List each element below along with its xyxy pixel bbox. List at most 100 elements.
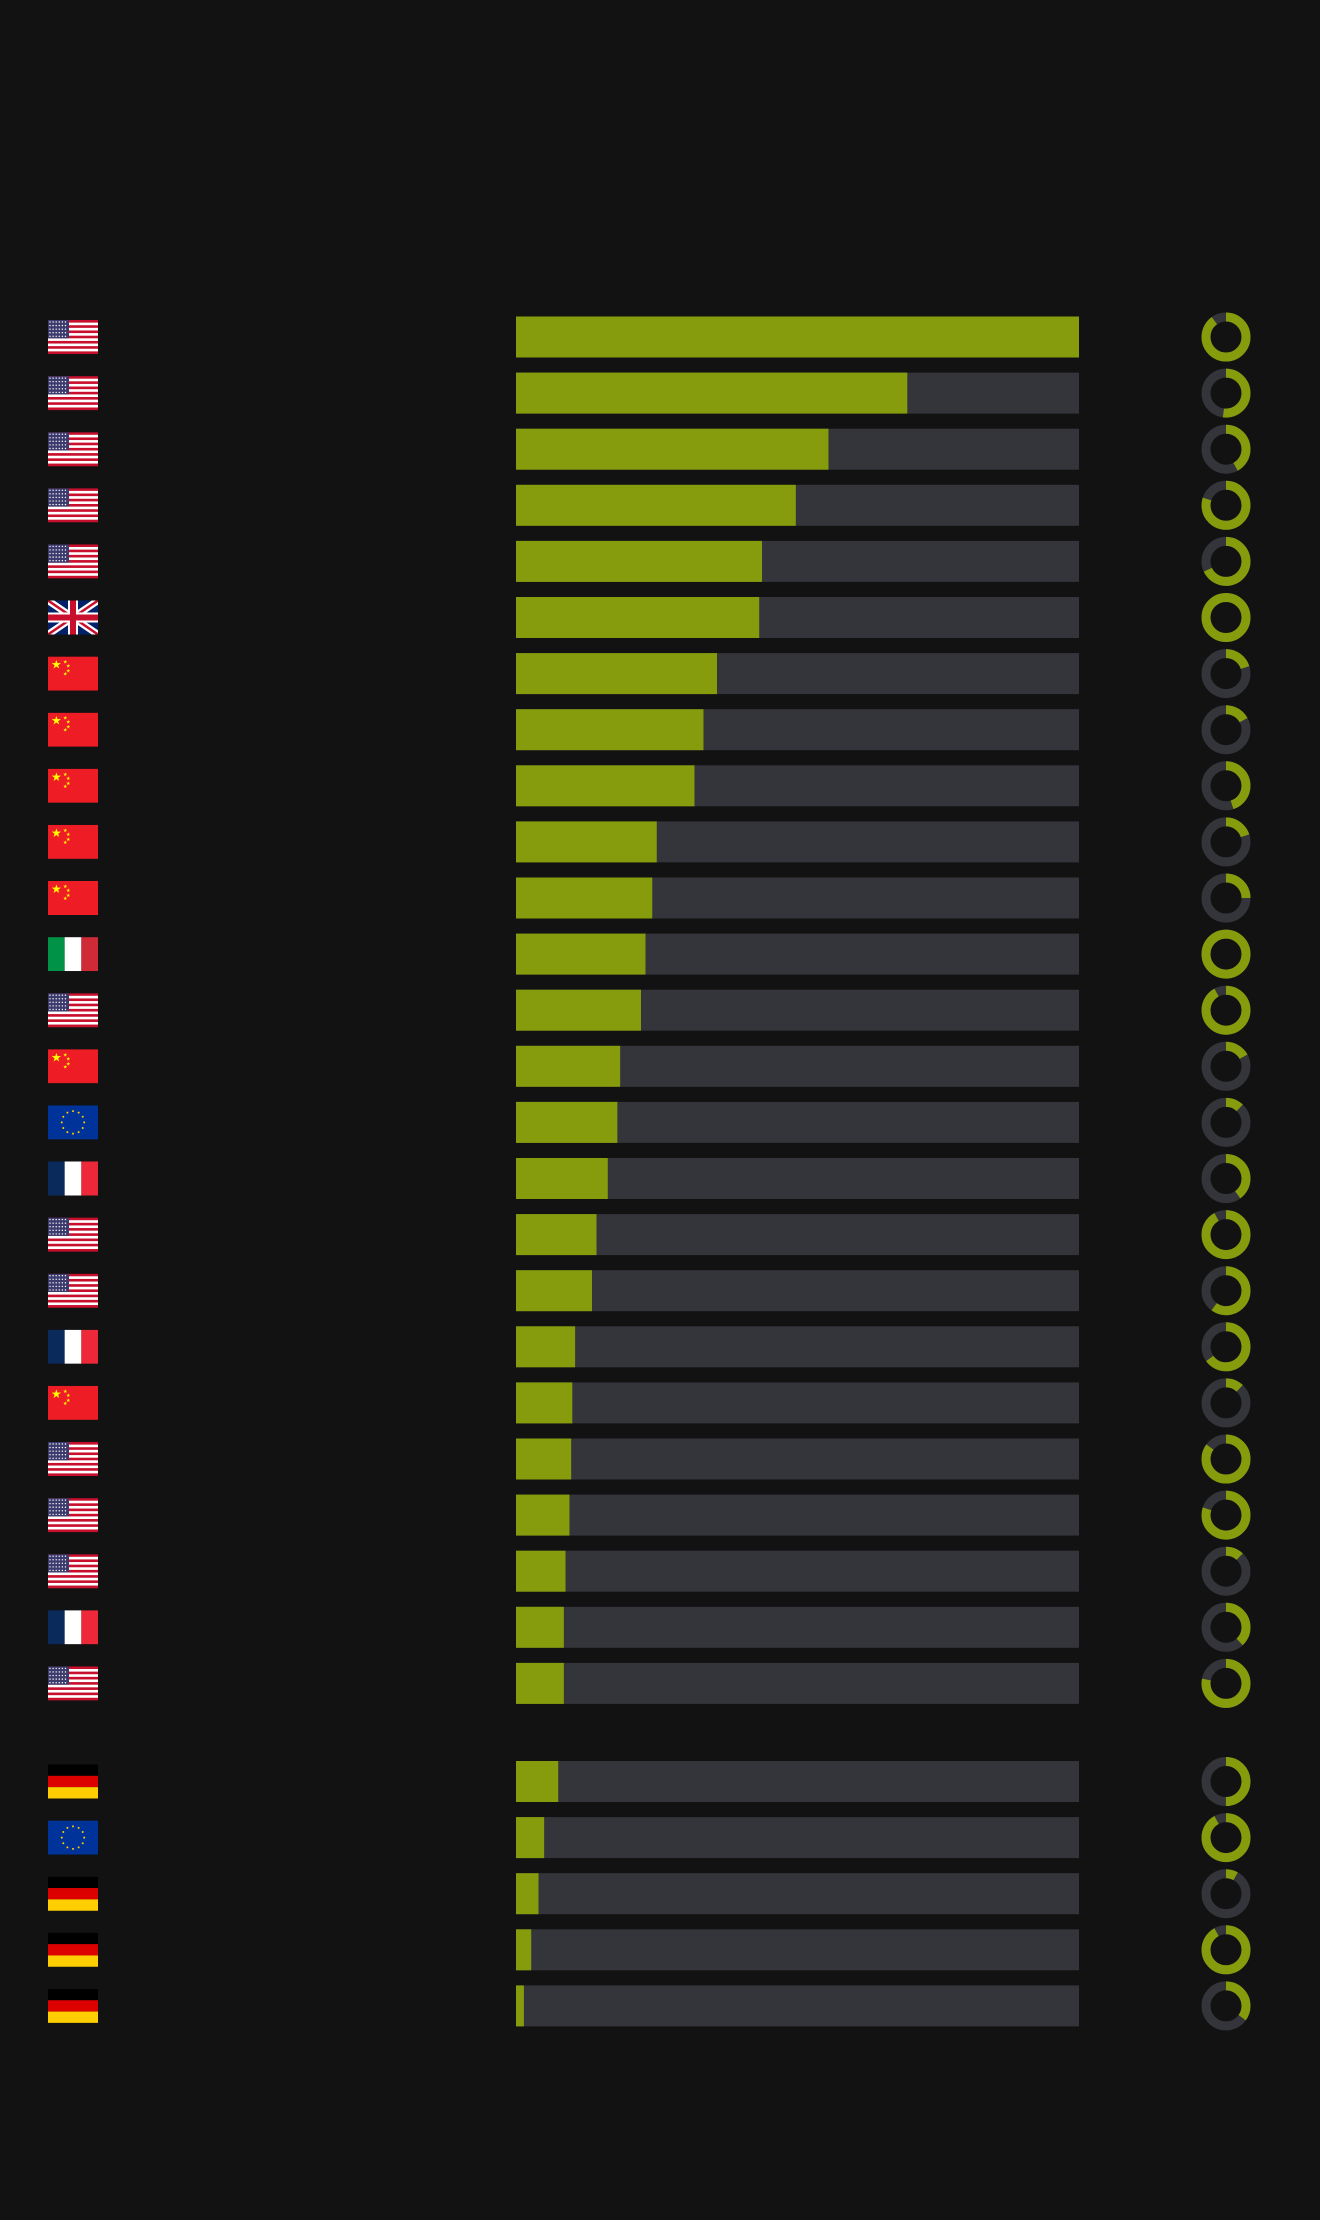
ring-fill (1201, 1210, 1251, 1260)
svg-text:★: ★ (66, 1398, 71, 1404)
progress-ring (1201, 1658, 1251, 1708)
ring-fill (1201, 1322, 1251, 1372)
flag-us-icon (48, 432, 98, 467)
ring-fill (1201, 1757, 1251, 1806)
progress-ring (1201, 1210, 1251, 1260)
bar (516, 653, 717, 695)
bar (516, 1929, 532, 1971)
ring-fill (1201, 1266, 1251, 1316)
bar-row (48, 1602, 1251, 1652)
progress-ring (1201, 312, 1251, 362)
flag-cn-icon: ★ ★★★★ (48, 656, 98, 691)
svg-text:★: ★ (66, 725, 71, 731)
svg-text:★: ★ (63, 716, 68, 722)
bar (516, 1270, 593, 1312)
bar-row (48, 424, 1251, 474)
ring-fill (1201, 312, 1251, 362)
bar (516, 1101, 618, 1143)
bar-row (48, 1813, 1251, 1863)
bar (516, 428, 829, 470)
bar-row (48, 593, 1251, 642)
bar (516, 1382, 573, 1424)
bar-row (48, 312, 1251, 362)
bar (516, 597, 760, 638)
bar (516, 1045, 621, 1087)
flag-cn-icon: ★ ★★★★ (48, 881, 98, 915)
svg-text:★: ★ (63, 1389, 68, 1395)
svg-text:★: ★ (51, 770, 62, 784)
bar (516, 1158, 608, 1199)
bar-track (516, 1382, 1079, 1424)
progress-ring (1201, 649, 1251, 699)
bar (516, 765, 695, 807)
flag-us-icon (48, 1442, 98, 1476)
progress-ring (1201, 761, 1251, 811)
progress-ring (1201, 1757, 1251, 1806)
svg-text:★: ★ (66, 888, 71, 894)
svg-text:★: ★ (63, 660, 68, 666)
svg-text:★: ★ (63, 728, 68, 734)
ring-fill (1201, 1602, 1251, 1652)
flag-us-icon (48, 1554, 98, 1589)
flag-cn-icon: ★ ★★★★ (48, 1049, 98, 1084)
ring-fill (1201, 1546, 1251, 1596)
flag-us-icon (48, 544, 98, 579)
ring-fill (1201, 817, 1251, 867)
ring-fill (1201, 1981, 1251, 2031)
progress-ring (1201, 1546, 1251, 1596)
progress-ring (1201, 593, 1251, 642)
bar-track (516, 1494, 1079, 1536)
ring-fill (1201, 1097, 1251, 1147)
bar-row: ★ ★★★★ (48, 1378, 1251, 1428)
ring-fill (1201, 761, 1251, 811)
flag-us-icon (48, 1498, 98, 1533)
svg-text:★: ★ (66, 1393, 71, 1399)
flag-fr-icon (48, 1161, 98, 1196)
bar (516, 989, 641, 1031)
bar (516, 1606, 564, 1648)
svg-text:★: ★ (66, 664, 71, 670)
svg-text:★: ★ (63, 1064, 68, 1070)
ring-track (1201, 1869, 1251, 1919)
flag-fr-icon (48, 1329, 98, 1364)
bar (516, 709, 704, 751)
ring-fill (1201, 1658, 1251, 1708)
flag-gb-icon (48, 600, 98, 635)
ring-track (1201, 1097, 1251, 1147)
bar-track (516, 1270, 1079, 1312)
progress-ring (1201, 480, 1251, 530)
bar-track (516, 1929, 1079, 1971)
svg-text:★: ★ (66, 832, 71, 838)
progress-ring (1201, 1813, 1251, 1863)
progress-ring (1201, 536, 1251, 586)
ring-fill (1201, 985, 1251, 1035)
bar-track (516, 1662, 1079, 1704)
svg-text:★: ★ (63, 896, 68, 902)
ring-fill (1201, 1869, 1251, 1919)
bar-row (48, 1981, 1251, 2031)
svg-text:★: ★ (66, 893, 71, 899)
ring-fill (1201, 424, 1251, 474)
bar-track (516, 1873, 1079, 1915)
flag-cn-icon: ★ ★★★★ (48, 768, 98, 803)
flag-eu-icon (48, 1105, 98, 1140)
bar (516, 1550, 566, 1592)
ring-fill (1201, 1490, 1251, 1540)
bar (516, 877, 653, 919)
bar (516, 1438, 572, 1480)
ring-fill (1201, 1813, 1251, 1863)
ring-fill (1201, 1041, 1251, 1091)
bar-track (516, 1438, 1079, 1480)
ring-track (1201, 1546, 1251, 1596)
bar (516, 540, 763, 582)
bar-row (48, 1322, 1251, 1372)
progress-ring (1201, 817, 1251, 867)
progress-ring (1201, 1097, 1251, 1147)
ring-fill (1201, 1434, 1251, 1484)
bar-row (48, 1266, 1251, 1316)
bar-row: ★ ★★★★ (48, 649, 1251, 699)
bar-group (48, 1757, 1251, 2031)
bar-row: ★ ★★★★ (48, 705, 1251, 755)
progress-ring (1201, 929, 1251, 979)
flag-de-icon (48, 1932, 98, 1967)
